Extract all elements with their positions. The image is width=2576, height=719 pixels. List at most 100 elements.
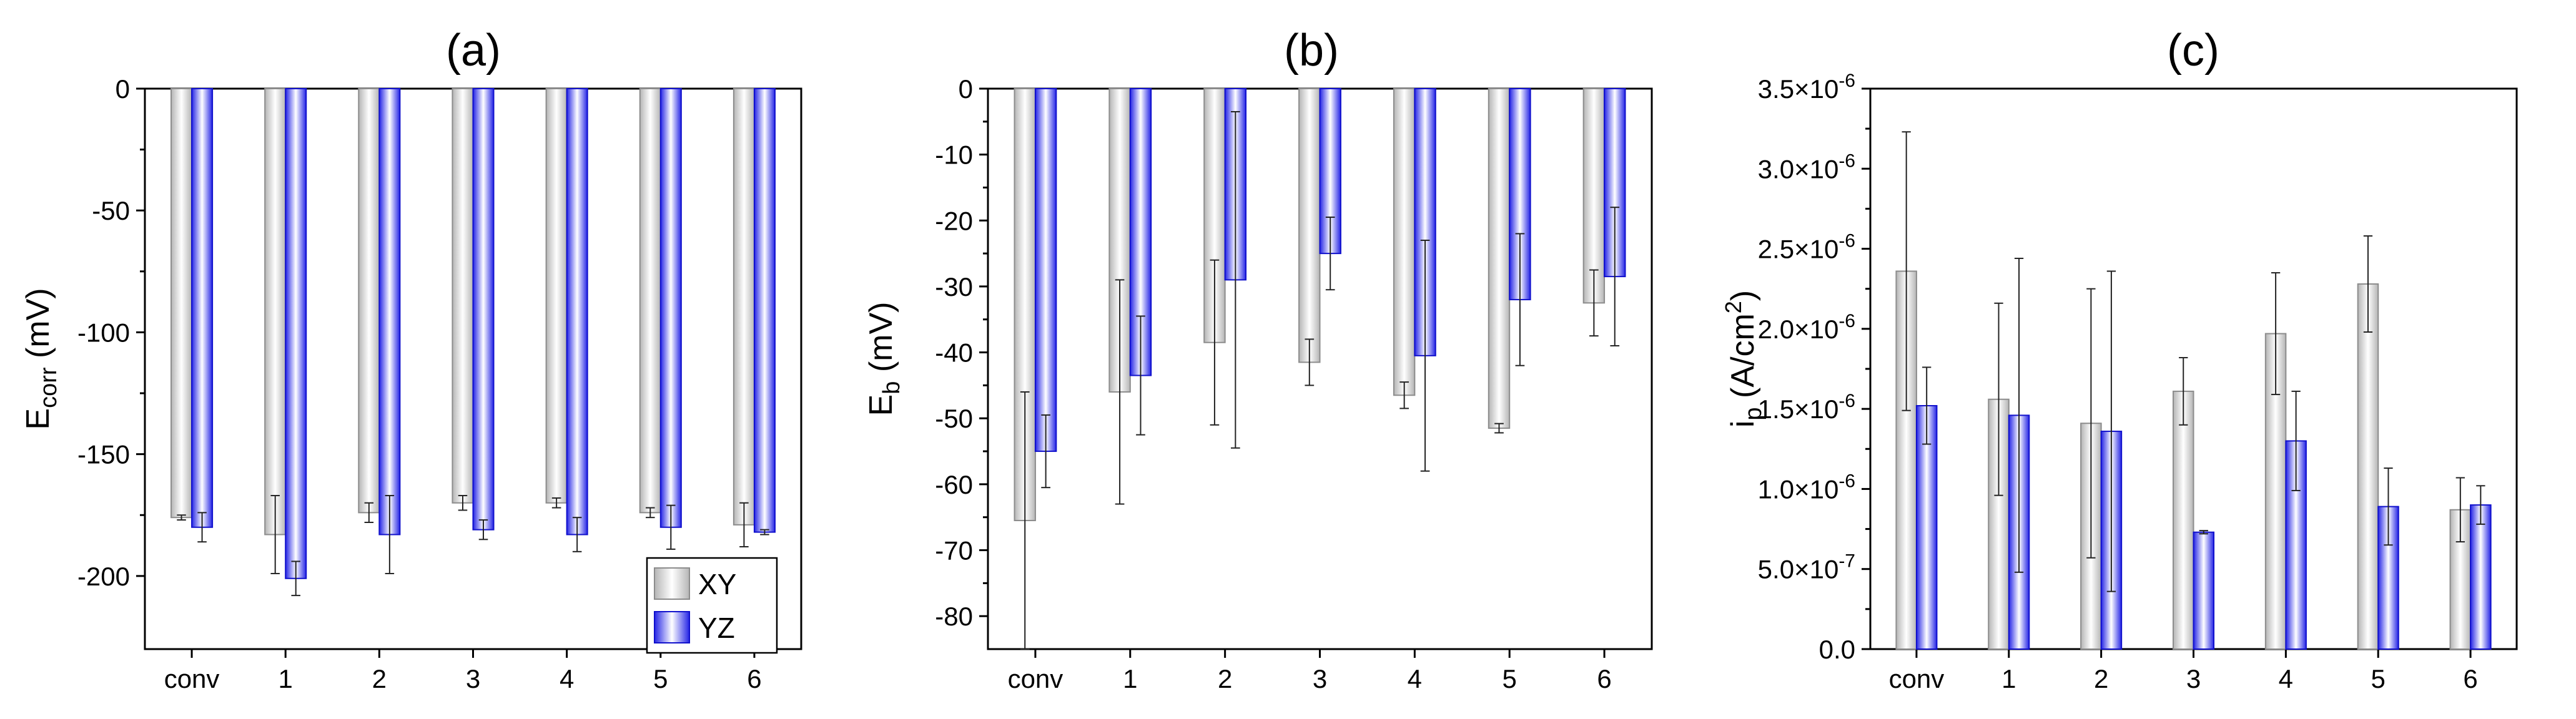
error-bar-xy [646, 507, 655, 519]
bar-xy [545, 88, 568, 504]
y-tick-label: 0.0 [1819, 635, 1855, 664]
error-bar-xy [2086, 288, 2096, 559]
x-tick-label: 1 [2001, 664, 2016, 693]
y-tick-label: -100 [77, 318, 130, 347]
y-tick-label: 1.5×10-6 [1758, 391, 1855, 424]
x-tick-label: 2 [1218, 664, 1232, 693]
error-bar-yz [572, 517, 582, 552]
y-tick-label: -60 [935, 470, 973, 499]
bar-xy [452, 88, 474, 504]
error-bar-yz [2384, 467, 2393, 546]
error-bar-xy [1210, 259, 1220, 426]
x-tick-label: 3 [1313, 664, 1327, 693]
error-bar-yz [1420, 239, 1430, 472]
x-tick-label: 5 [1503, 664, 1517, 693]
error-bar-yz [291, 560, 300, 597]
x-tick-label: 5 [653, 664, 668, 693]
error-bar-xy [551, 497, 561, 509]
y-tick-label: -20 [935, 206, 973, 235]
x-tick-label: conv [1008, 664, 1063, 693]
error-bar-xy [1902, 131, 1911, 411]
error-bar-yz [2291, 390, 2301, 491]
error-bar-yz [478, 519, 488, 540]
panel-a-ylabel: Ecorr (mV) [20, 288, 62, 429]
y-tick-label: 3.0×10-6 [1758, 150, 1855, 183]
bar-yz [753, 88, 776, 533]
panel-c-title: (c) [2167, 26, 2219, 76]
panel-a-title: (a) [446, 26, 501, 76]
error-bar-xy [1494, 423, 1504, 434]
x-tick-label: 3 [2186, 664, 2201, 693]
y-tick-label: -50 [935, 404, 973, 433]
panel-c-ylabel: ip (A/cm2) [1720, 290, 1767, 428]
y-tick-label: 2.0×10-6 [1758, 311, 1855, 344]
panel-a-plot: 0 -50 -100 -150 -200 conv 1 2 3 4 5 6 [77, 74, 802, 693]
y-tick-label: -70 [935, 536, 973, 565]
x-tick-label: 5 [2371, 664, 2386, 693]
x-tick-label: 3 [466, 664, 480, 693]
bar-yz [378, 88, 401, 536]
y-tick-label: 3.5×10-6 [1758, 71, 1855, 104]
panel-b-ylabel: Eb (mV) [863, 302, 905, 416]
bar-xy [639, 88, 661, 514]
error-bar-yz [2199, 530, 2208, 535]
y-tick-label: -150 [77, 440, 130, 469]
x-tick-label: 6 [2463, 664, 2477, 693]
y-tick-label: 0 [959, 74, 973, 104]
x-tick-label: 2 [2094, 664, 2108, 693]
y-tick-label: -30 [935, 272, 973, 301]
error-bar-xy [364, 502, 374, 523]
bar-yz [2193, 531, 2215, 650]
x-tick-label: conv [1889, 664, 1945, 693]
error-bar-xy [2455, 477, 2465, 543]
bar-yz [285, 88, 307, 579]
bar-yz [1915, 405, 1938, 650]
error-bar-xy [458, 495, 468, 511]
bar-yz [191, 88, 214, 528]
error-bar-yz [666, 504, 676, 550]
x-tick-label: 4 [1408, 664, 1422, 693]
y-tick-label: 0 [116, 74, 130, 104]
error-bar-xy [739, 502, 749, 548]
error-bar-xy [1305, 338, 1315, 386]
error-bar-yz [2014, 257, 2024, 573]
bar-yz [472, 88, 495, 531]
bar-xy [1488, 88, 1511, 429]
bar-xy [1298, 88, 1321, 363]
panel-c-plot: 0.0 5.0×10-7 1.0×10-6 1.5×10-6 2.0×10-6 2.5×1… [1758, 71, 2518, 693]
x-tick-label: 4 [2279, 664, 2293, 693]
y-tick-label: -50 [92, 196, 130, 225]
y-tick-label: 1.0×10-6 [1758, 471, 1855, 504]
error-bar-yz [1922, 366, 1932, 445]
bar-xy [358, 88, 380, 514]
x-tick-label: 6 [1597, 664, 1611, 693]
x-tick-label: 4 [560, 664, 574, 693]
y-tick-label: -200 [77, 562, 130, 591]
error-bar-yz [385, 495, 395, 574]
panel-a: (a) Ecorr (mV) 0 -50 -100 -150 -200 conv 1 2 3 4 5… [20, 26, 802, 693]
error-bar-yz [1041, 414, 1050, 489]
error-bar-xy [1589, 269, 1599, 337]
error-bar-xy [1399, 381, 1409, 409]
legend-label-xy: XY [698, 568, 736, 600]
error-bar-yz [2106, 270, 2116, 592]
y-tick-label: -10 [935, 140, 973, 170]
x-tick-label: 1 [1123, 664, 1137, 693]
error-bar-yz [2476, 485, 2485, 525]
error-bar-xy [2363, 235, 2373, 333]
x-tick-label: conv [164, 664, 220, 693]
bar-yz [659, 88, 682, 528]
error-bar-xy [270, 495, 280, 574]
bar-yz [1034, 88, 1057, 452]
error-bar-xy [1115, 279, 1125, 505]
y-tick-label: -40 [935, 338, 973, 368]
legend: XY YZ [646, 557, 778, 654]
panel-b-plot: 0 -10 -20 -30 -40 -50 -60 -70 -80 conv 1 2 3 4 5 6 [935, 74, 1653, 693]
error-bar-xy [2271, 272, 2281, 396]
error-bar-yz [1515, 233, 1525, 366]
error-bar-xy [1020, 391, 1030, 650]
error-bar-yz [760, 529, 769, 536]
error-bar-xy [2179, 357, 2188, 426]
bar-xy [2172, 390, 2194, 650]
